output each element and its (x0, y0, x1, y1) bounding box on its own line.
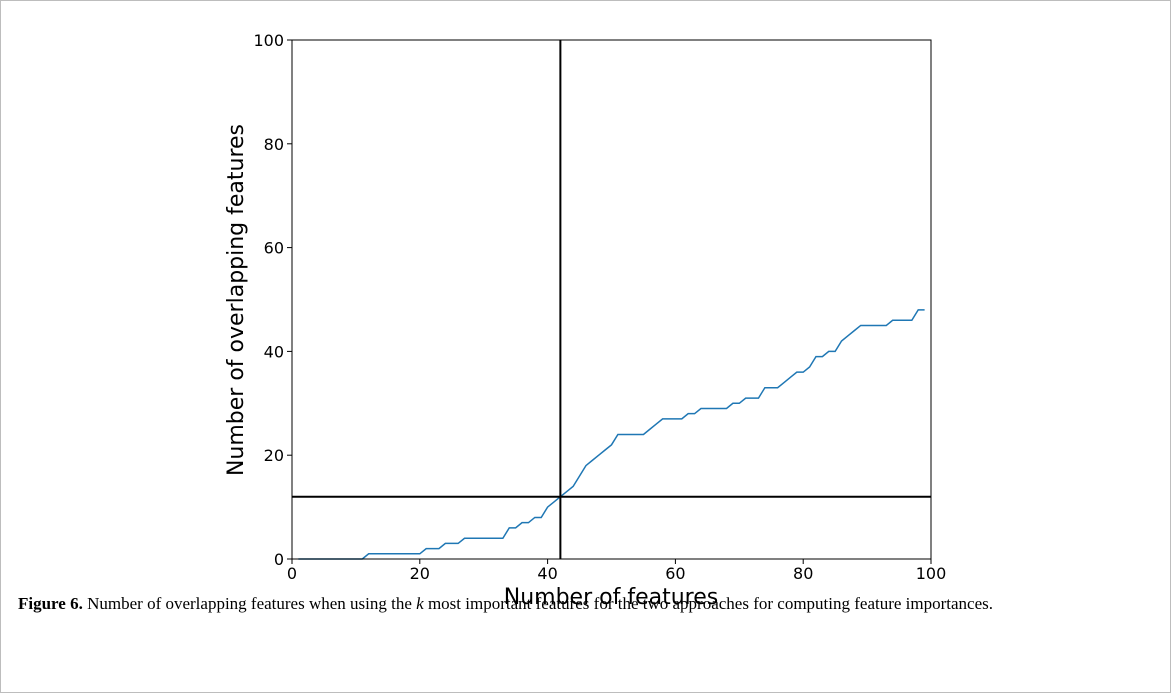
y-tick-label: 60 (264, 239, 284, 258)
y-tick-label: 40 (264, 342, 284, 361)
caption-text: Number of overlapping features when usin… (82, 594, 417, 613)
x-tick-label: 100 (916, 564, 947, 583)
y-tick-label: 0 (274, 550, 284, 569)
y-tick-label: 80 (264, 135, 284, 154)
caption-text: most important features for the two appr… (423, 594, 994, 613)
y-tick-label: 20 (264, 446, 284, 465)
caption-k: k (416, 594, 424, 613)
x-tick-label: 60 (665, 564, 685, 583)
y-axis-label: Number of overlapping features (224, 124, 249, 476)
caption: Figure 6. Number of overlapping features… (18, 592, 1128, 615)
caption-label: Figure 6. (18, 594, 83, 613)
x-tick-label: 0 (287, 564, 297, 583)
x-tick-label: 20 (410, 564, 430, 583)
x-axis-label: Number of features (504, 585, 718, 610)
x-tick-label: 40 (537, 564, 557, 583)
plot-frame (291, 39, 932, 560)
data-line (298, 309, 925, 560)
x-tick-label: 80 (793, 564, 813, 583)
y-tick-label: 100 (253, 31, 284, 50)
